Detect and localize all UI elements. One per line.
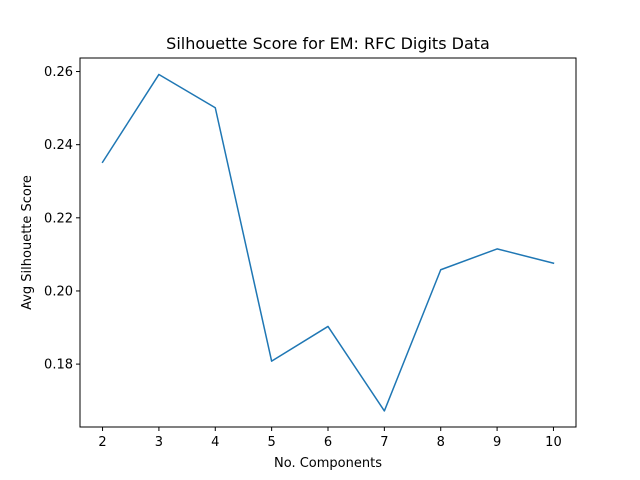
x-tick-label: 3 <box>155 435 163 450</box>
x-tick-label: 8 <box>437 435 445 450</box>
y-tick-label: 0.26 <box>44 65 73 80</box>
plot-frame <box>79 57 577 428</box>
y-tick-label: 0.18 <box>44 358 73 373</box>
x-tick-label: 4 <box>211 435 219 450</box>
series-line <box>101 73 555 412</box>
x-tick-label: 2 <box>98 435 106 450</box>
x-tick-label: 6 <box>324 435 332 450</box>
y-axis-ticks: 0.18 0.20 0.22 0.24 0.26 <box>44 65 80 373</box>
y-tick-label: 0.20 <box>44 284 73 299</box>
y-tick-label: 0.24 <box>44 138 73 153</box>
x-axis-title: No. Components <box>274 456 382 471</box>
x-tick-label: 10 <box>545 435 562 450</box>
x-axis-ticks: 2 3 4 5 6 7 8 9 10 <box>98 427 562 450</box>
y-axis-title: Avg Silhouette Score <box>20 175 35 310</box>
plot-area <box>80 58 576 427</box>
y-tick-label: 0.22 <box>44 211 73 226</box>
x-tick-label: 7 <box>380 435 388 450</box>
chart-title: Silhouette Score for EM: RFC Digits Data <box>166 34 490 53</box>
x-tick-label: 9 <box>493 435 501 450</box>
x-tick-label: 5 <box>267 435 275 450</box>
